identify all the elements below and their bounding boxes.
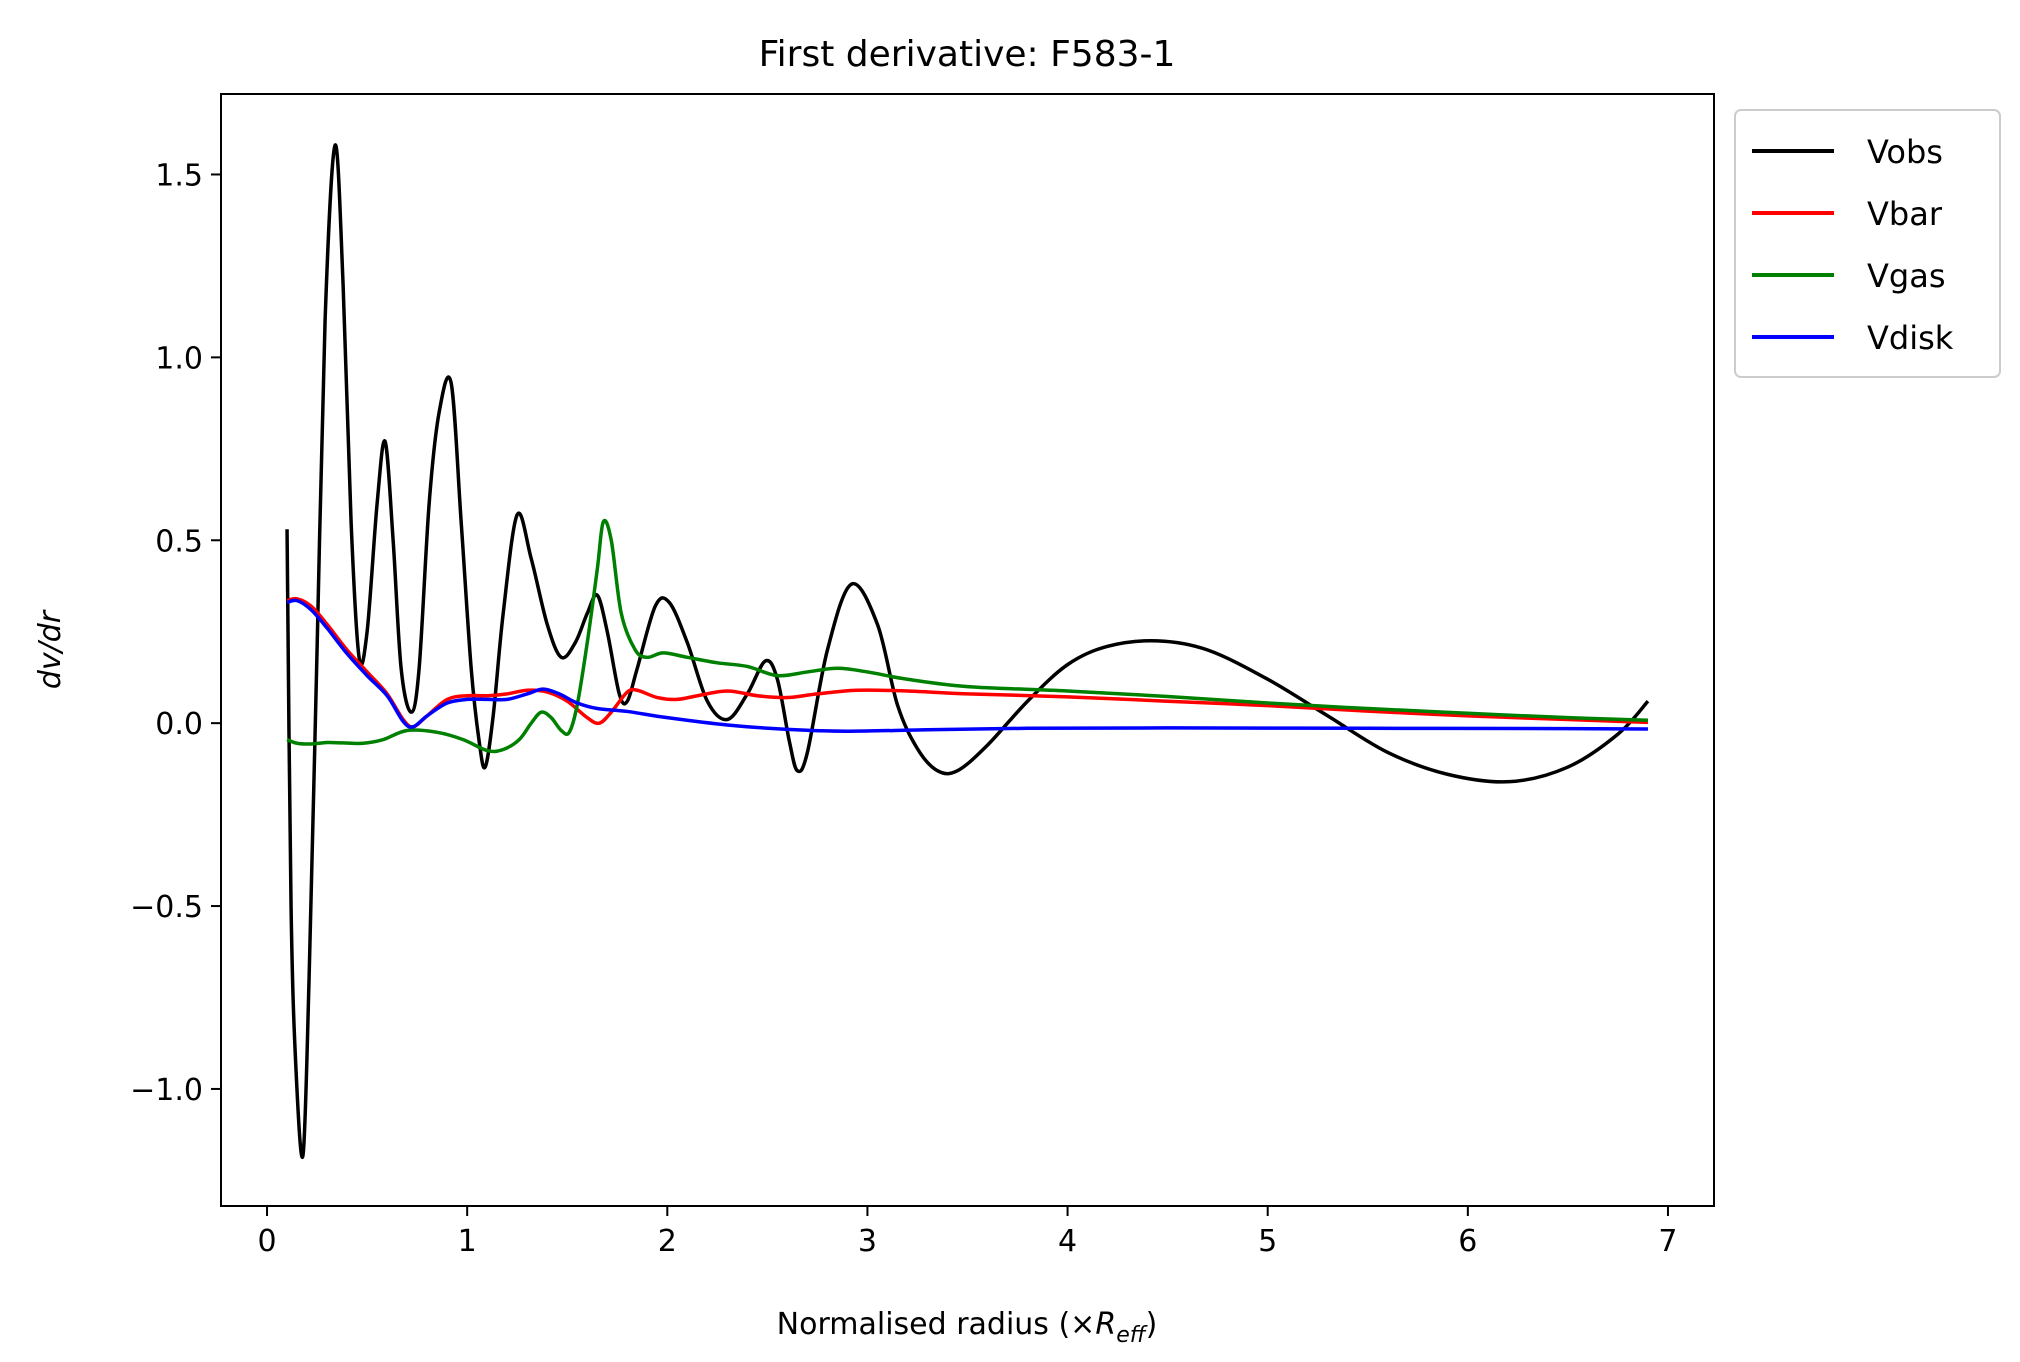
legend-label-vgas: Vgas	[1867, 257, 1945, 295]
y-tick-label: 1.5	[155, 158, 203, 193]
x-tick-label: 4	[1058, 1224, 1077, 1259]
y-tick-label: −1.0	[130, 1073, 203, 1108]
y-tick-label: 0.5	[155, 524, 203, 559]
x-tick-label: 1	[458, 1224, 477, 1259]
series-layer	[285, 143, 1650, 1159]
legend-label-vbar: Vbar	[1867, 195, 1943, 233]
series-line-vgas	[286, 518, 1649, 754]
x-tick-label: 3	[858, 1224, 877, 1259]
y-tick-label: 1.0	[155, 341, 203, 376]
y-axis-label: dv/dr	[33, 609, 68, 689]
x-axis-label-subscript: eff	[1116, 1323, 1148, 1348]
x-tick-label: 5	[1258, 1224, 1277, 1259]
legend-frame	[1734, 109, 2001, 378]
x-tick-label: 0	[257, 1224, 276, 1259]
legend-label-vdisk: Vdisk	[1867, 319, 1954, 357]
series-line-vobs	[285, 143, 1650, 1159]
y-tick-label: −0.5	[130, 890, 203, 925]
x-axis-label: Normalised radius (×Reff)	[777, 1307, 1158, 1348]
plot-area-frame	[220, 93, 1715, 1207]
x-axis-label-suffix: )	[1146, 1307, 1158, 1342]
y-tick-label: 0.0	[155, 707, 203, 742]
legend-entries: Vobs Vbar Vgas Vdisk	[1752, 133, 1954, 357]
x-axis-ticks: 0 1 2 3 4 5 6 7	[257, 1206, 1678, 1259]
x-tick-label: 2	[658, 1224, 677, 1259]
legend: Vobs Vbar Vgas Vdisk	[1734, 109, 2001, 378]
x-axis-label-prefix: Normalised radius (×	[777, 1307, 1096, 1342]
chart-title: First derivative: F583-1	[759, 34, 1176, 75]
legend-label-vobs: Vobs	[1867, 133, 1943, 171]
x-axis-label-symbol: R	[1095, 1307, 1116, 1342]
x-tick-label: 7	[1658, 1224, 1677, 1259]
y-axis-ticks: −1.0 −0.5 0.0 0.5 1.0 1.5	[130, 158, 221, 1108]
series-line-vdisk	[286, 598, 1648, 733]
x-tick-label: 6	[1458, 1224, 1477, 1259]
